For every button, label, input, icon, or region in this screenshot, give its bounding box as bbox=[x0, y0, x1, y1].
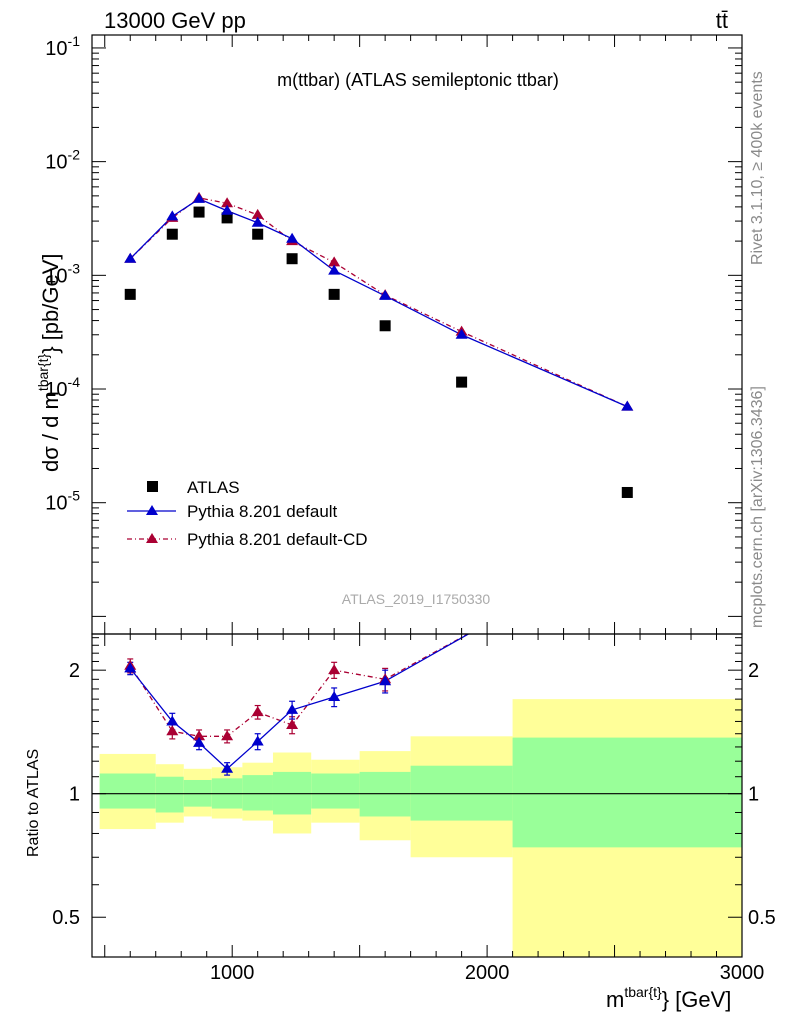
pythia-cd-point-6 bbox=[328, 256, 341, 267]
ratio-pythia-cd-point-3 bbox=[221, 730, 234, 741]
pythia-default-point-1 bbox=[166, 210, 179, 221]
ratio-y-tick-label-right-0: 0.5 bbox=[748, 907, 776, 929]
legend-label-atlas: ATLAS bbox=[187, 478, 240, 497]
atlas-point-3 bbox=[221, 212, 233, 224]
band-inner-bin-1 bbox=[155, 776, 184, 813]
ratio-y-tick-label-right-1: 1 bbox=[748, 784, 759, 806]
pythia-default-point-9 bbox=[621, 400, 634, 411]
main-line-pythia-cd bbox=[129, 197, 628, 408]
ratio-pythia-cd-point-1 bbox=[166, 725, 179, 736]
pythia-default-point-3 bbox=[221, 204, 234, 215]
band-inner-bin-9 bbox=[512, 737, 742, 848]
pythia-cd-point-4 bbox=[251, 208, 264, 219]
legend-label-cd: Pythia 8.201 default-CD bbox=[187, 530, 368, 549]
pythia-default-point-4 bbox=[251, 216, 264, 227]
legend: ATLAS Pythia 8.201 default Pythia 8.201 … bbox=[127, 478, 368, 549]
header-energy: 13000 GeV pp bbox=[104, 8, 246, 33]
ratio-pythia-default-point-6 bbox=[328, 691, 341, 702]
analysis-tag: ATLAS_2019_I1750330 bbox=[342, 591, 491, 607]
atlas-point-8 bbox=[456, 376, 468, 388]
header-process: tt̄ bbox=[716, 8, 728, 33]
legend-marker-cd bbox=[146, 533, 158, 543]
ratio-pythia-cd-point-6 bbox=[328, 664, 341, 675]
rivet-version-label: Rivet 3.1.10, ≥ 400k events bbox=[749, 71, 766, 265]
atlas-point-9 bbox=[621, 486, 633, 498]
band-inner-bin-0 bbox=[99, 773, 156, 809]
ratio-y-axis-label: Ratio to ATLAS bbox=[25, 749, 42, 857]
atlas-point-0 bbox=[124, 288, 136, 300]
ratio-panel-frame bbox=[91, 633, 743, 958]
x-tick-label-1000: 1000 bbox=[210, 962, 255, 984]
pythia-cd-point-3 bbox=[221, 197, 234, 208]
main-y-tick-label-1: 10-4 bbox=[45, 374, 80, 401]
ratio-y-tick-label-1: 1 bbox=[69, 784, 80, 806]
main-line-pythia-default bbox=[129, 198, 628, 408]
pythia-default-point-7 bbox=[379, 289, 392, 300]
legend-marker-atlas bbox=[147, 481, 158, 492]
legend-marker-default bbox=[146, 505, 158, 515]
ratio-series-group bbox=[124, 634, 470, 776]
atlas-point-7 bbox=[379, 320, 391, 332]
ratio-pythia-default-point-7 bbox=[379, 675, 392, 686]
ratio-line-pythia-cd bbox=[129, 634, 470, 737]
x-tick-label-2000: 2000 bbox=[465, 962, 510, 984]
pythia-default-point-5 bbox=[286, 232, 299, 243]
ratio-pythia-default-point-1 bbox=[166, 715, 179, 726]
pythia-default-point-6 bbox=[328, 264, 341, 275]
ratio-pythia-cd-point-5 bbox=[286, 719, 299, 730]
pythia-default-point-0 bbox=[124, 252, 137, 263]
main-y-tick-label-4: 10-1 bbox=[45, 33, 80, 60]
ratio-pythia-default-point-2 bbox=[193, 736, 206, 747]
atlas-point-6 bbox=[328, 288, 340, 300]
atlas-point-1 bbox=[166, 228, 178, 240]
plot-title: m(ttbar) (ATLAS semileptonic ttbar) bbox=[277, 70, 559, 90]
x-axis-label: mtbar{t}} [GeV] bbox=[606, 984, 731, 1012]
main-y-tick-label-3: 10-2 bbox=[45, 147, 80, 174]
ratio-pythia-default-point-3 bbox=[221, 762, 234, 773]
atlas-point-2 bbox=[193, 206, 205, 218]
ratio-pythia-default-point-4 bbox=[251, 735, 264, 746]
ratio-pythia-cd-point-2 bbox=[193, 730, 206, 741]
ratio-y-tick-label-right-2: 2 bbox=[748, 660, 759, 682]
band-inner-bin-6 bbox=[311, 773, 360, 809]
svg-text:mtbar{t}} [GeV]: mtbar{t}} [GeV] bbox=[606, 984, 731, 1012]
x-tick-label-3000: 3000 bbox=[720, 962, 765, 984]
main-y-tick-label-2: 10-3 bbox=[45, 260, 80, 287]
atlas-point-5 bbox=[286, 253, 298, 265]
atlas-point-4 bbox=[252, 228, 264, 240]
ratio-pythia-default-point-5 bbox=[286, 703, 299, 714]
main-y-tick-label-0: 10-5 bbox=[45, 488, 80, 515]
ratio-y-tick-label-2: 2 bbox=[69, 660, 80, 682]
pythia-default-point-2 bbox=[193, 192, 206, 203]
band-inner-bin-4 bbox=[242, 775, 273, 811]
ratio-pythia-cd-point-4 bbox=[251, 706, 264, 717]
mcplots-url-label: mcplots.cern.ch [arXiv:1306.3436] bbox=[749, 386, 766, 628]
ratio-y-tick-label-0: 0.5 bbox=[52, 907, 80, 929]
pythia-default-point-8 bbox=[455, 328, 468, 339]
legend-label-default: Pythia 8.201 default bbox=[187, 502, 338, 521]
ratio-pythia-default-point-0 bbox=[124, 662, 137, 673]
